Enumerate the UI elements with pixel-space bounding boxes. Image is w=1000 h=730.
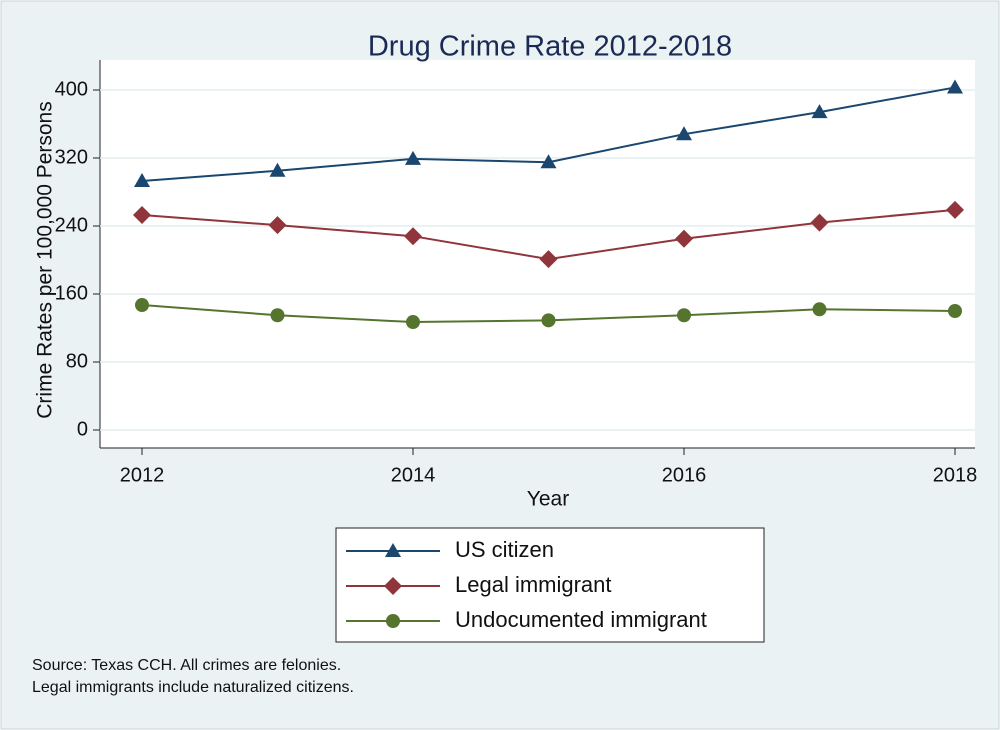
marker [812, 302, 827, 317]
marker [404, 227, 422, 246]
legend-marker [386, 614, 400, 628]
marker [811, 104, 828, 119]
legend-label: Legal immigrant [455, 572, 612, 597]
marker [268, 216, 287, 235]
marker [134, 172, 150, 187]
x-tick-label: 2014 [391, 464, 436, 486]
marker [541, 313, 556, 328]
marker [406, 315, 420, 330]
marker [270, 308, 285, 323]
legend-marker [384, 577, 402, 595]
note: Legal immigrants include naturalized cit… [32, 679, 354, 696]
marker [539, 250, 558, 269]
plot-area [100, 60, 975, 448]
note: Source: Texas CCH. All crimes are feloni… [32, 657, 341, 674]
y-tick-label: 240 [55, 214, 88, 236]
x-tick-label: 2012 [120, 464, 165, 486]
y-tick-label: 160 [55, 282, 88, 304]
y-tick-label: 0 [77, 418, 88, 440]
marker [269, 162, 286, 177]
marker [948, 304, 962, 318]
x-axis-label: Year [527, 488, 569, 511]
x-tick-label: 2016 [662, 464, 707, 486]
y-tick-label: 80 [66, 350, 88, 372]
marker [133, 205, 151, 224]
marker [675, 229, 693, 248]
y-axis-label: Crime Rates per 100,000 Persons [34, 101, 57, 419]
legend-label: US citizen [455, 537, 554, 562]
marker [677, 308, 691, 323]
x-tick-label: 2018 [933, 464, 978, 486]
marker [405, 150, 421, 165]
chart-title: Drug Crime Rate 2012-2018 [368, 31, 732, 63]
marker [135, 298, 149, 313]
marker [946, 200, 964, 219]
y-tick-label: 400 [55, 78, 88, 100]
legend-label: Undocumented immigrant [455, 607, 707, 632]
marker [676, 126, 692, 141]
y-tick-label: 320 [55, 146, 88, 168]
marker [540, 154, 557, 169]
legend-marker [385, 543, 401, 557]
marker [947, 79, 963, 94]
marker [810, 213, 829, 232]
